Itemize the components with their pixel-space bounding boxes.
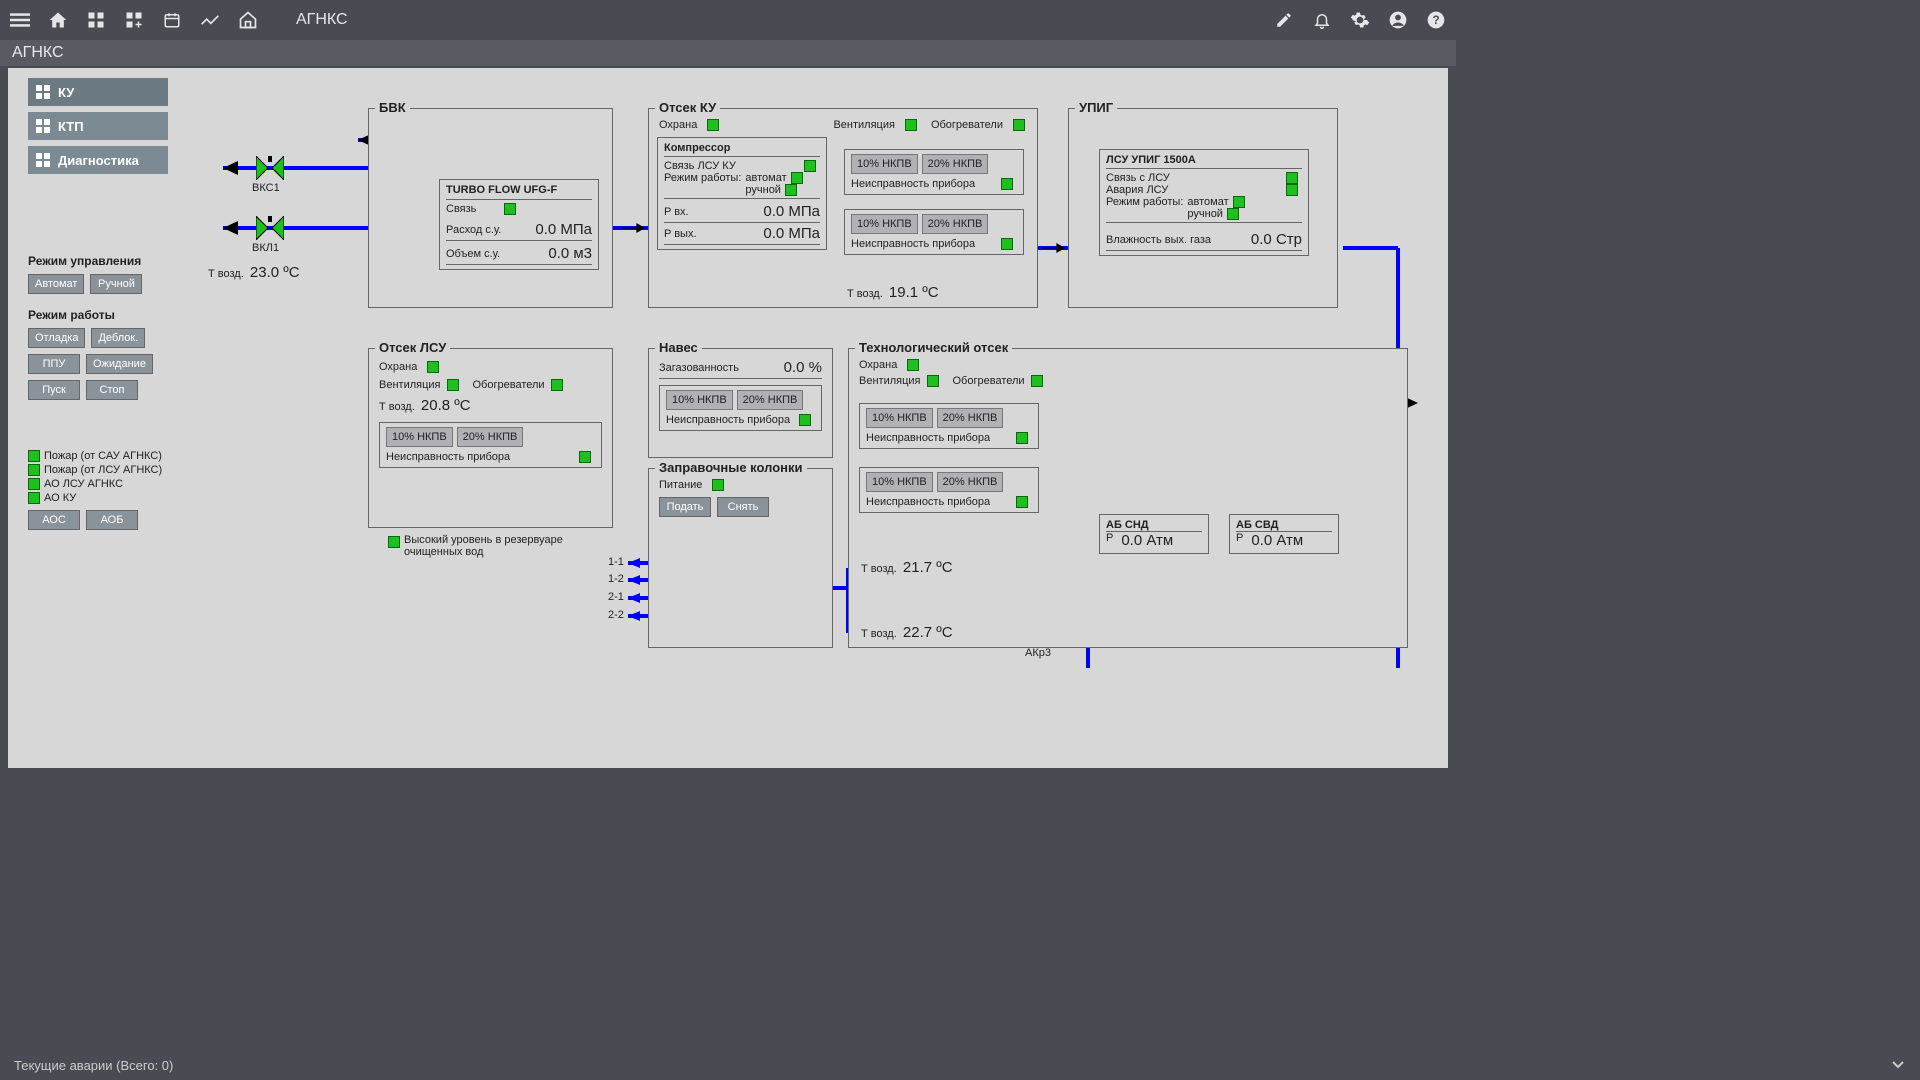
panel-tech: Технологический отсек Охрана ВентиляцияО… <box>848 348 1408 648</box>
grid-add-icon[interactable] <box>124 10 144 30</box>
chevron-down-icon[interactable] <box>1890 1056 1906 1075</box>
btn-debug[interactable]: Отладка <box>28 328 85 348</box>
btn-manual[interactable]: Ручной <box>90 274 142 294</box>
trend-icon[interactable] <box>200 10 220 30</box>
btn-apply[interactable]: Подать <box>659 497 711 517</box>
btn-start[interactable]: Пуск <box>28 380 80 400</box>
status-fire-lsu: Пожар (от ЛСУ АГНКС) <box>28 464 198 476</box>
alarm-footer[interactable]: Текущие аварии (Всего: 0) <box>0 1050 1920 1080</box>
btn-auto[interactable]: Автомат <box>28 274 84 294</box>
btn-ppu[interactable]: ППУ <box>28 354 80 374</box>
btn-deblock[interactable]: Деблок. <box>91 328 145 348</box>
bell-icon[interactable] <box>1312 10 1332 30</box>
work-mode-label: Режим работы <box>28 308 198 322</box>
status-ao-lsu: АО ЛСУ АГНКС <box>28 478 198 490</box>
note-high-level: Высокий уровень в резервуаре очищенных в… <box>388 534 608 558</box>
tab-ktp[interactable]: КТП <box>28 112 168 140</box>
page-subtitle: АГНКС <box>0 40 1456 66</box>
scada-canvas: КУ КТП Диагностика Режим управления Авто… <box>8 68 1448 768</box>
panel-kolonki: Заправочные колонки Питание ПодатьСнять <box>648 468 833 648</box>
btn-aos[interactable]: АОС <box>28 510 80 530</box>
panel-otsek-ku: Отсек КУ Охрана Вентиляция Обогреватели … <box>648 108 1038 308</box>
menu-icon[interactable] <box>10 10 30 30</box>
gear-icon[interactable] <box>1350 10 1370 30</box>
topbar: АГНКС ? <box>0 0 1456 40</box>
panel-upig: УПИГ ЛСУ УПИГ 1500А Связь с ЛСУ Авария Л… <box>1068 108 1338 308</box>
control-mode-label: Режим управления <box>28 254 198 268</box>
calendar-icon[interactable] <box>162 10 182 30</box>
tab-ku[interactable]: КУ <box>28 78 168 106</box>
valve-vks1[interactable] <box>256 156 284 180</box>
svg-text:?: ? <box>1432 14 1439 27</box>
valve-akp3-label: АКр3 <box>1025 647 1051 659</box>
help-icon[interactable]: ? <box>1426 10 1446 30</box>
status-ao-ku: АО КУ <box>28 492 198 504</box>
tab-diag[interactable]: Диагностика <box>28 146 168 174</box>
sidebar: КУ КТП Диагностика Режим управления Авто… <box>28 78 198 536</box>
btn-stop[interactable]: Стоп <box>86 380 138 400</box>
btn-aob[interactable]: АОБ <box>86 510 138 530</box>
valve-vkl1-label: ВКЛ1 <box>252 242 279 254</box>
app-title: АГНКС <box>296 11 348 29</box>
house-icon[interactable] <box>238 10 258 30</box>
panel-otsek-lsu: Отсек ЛСУ Охрана ВентиляцияОбогреватели … <box>368 348 613 528</box>
panel-bvk: БВК TURBO FLOW UFG-F Связь Расход с.у.0.… <box>368 108 613 308</box>
btn-remove[interactable]: Снять <box>717 497 769 517</box>
edit-icon[interactable] <box>1274 10 1294 30</box>
valve-vkl1[interactable] <box>256 216 284 240</box>
home-icon[interactable] <box>48 10 68 30</box>
user-icon[interactable] <box>1388 10 1408 30</box>
panel-naves: Навес Загазованность0.0 % 10% НКПВ20% НК… <box>648 348 833 458</box>
valve-vks1-label: ВКС1 <box>252 182 280 194</box>
grid-icon[interactable] <box>86 10 106 30</box>
status-fire-sau: Пожар (от САУ АГНКС) <box>28 450 198 462</box>
btn-wait[interactable]: Ожидание <box>86 354 153 374</box>
